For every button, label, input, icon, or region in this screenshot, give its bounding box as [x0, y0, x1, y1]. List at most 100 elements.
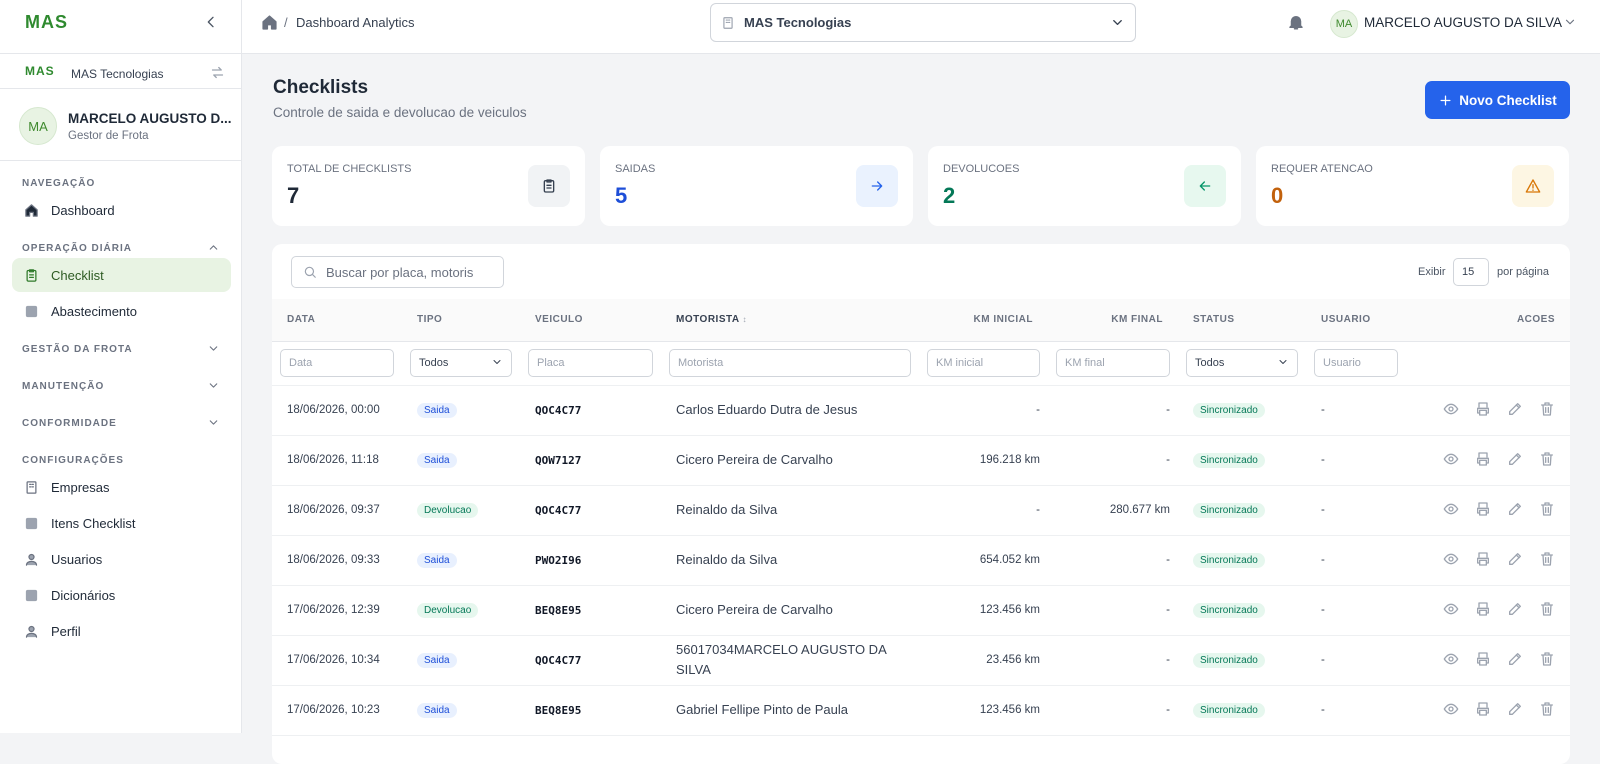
filter-input[interactable]: KM inicial [927, 349, 1040, 377]
section-title: CONFIGURAÇÕES [22, 455, 124, 466]
plate: PWO2I96 [535, 554, 581, 567]
cell: Sincronizado [1178, 385, 1306, 435]
view-button[interactable] [1443, 601, 1459, 620]
nav-item[interactable]: Dicionários [12, 578, 231, 612]
page-size-select[interactable]: 15 [1453, 258, 1489, 286]
edit-button[interactable] [1507, 451, 1523, 470]
column-header[interactable]: MOTORISTA ↕ [661, 299, 919, 341]
print-button[interactable] [1475, 401, 1491, 420]
section-toggle[interactable] [207, 416, 220, 434]
section-title[interactable]: CONFORMIDADE [22, 418, 117, 429]
print-button[interactable] [1475, 451, 1491, 470]
nav-item[interactable]: Itens Checklist [12, 506, 231, 540]
edit-button[interactable] [1507, 501, 1523, 520]
cell-text: - [1166, 604, 1170, 616]
breadcrumb: Dashboard Analytics [296, 15, 415, 30]
cell: - [919, 485, 1048, 535]
section-toggle[interactable] [207, 379, 220, 397]
view-button[interactable] [1443, 501, 1459, 520]
filter-input[interactable]: Todos [410, 349, 512, 377]
company-select-value: MAS Tecnologias [744, 15, 851, 30]
notifications[interactable] [1287, 13, 1305, 36]
edit-button[interactable] [1507, 651, 1523, 670]
cell-text: Carlos Eduardo Dutra de Jesus [676, 402, 857, 417]
delete-button[interactable] [1539, 701, 1555, 720]
actions [1406, 435, 1570, 485]
print-button[interactable] [1475, 701, 1491, 720]
print-button[interactable] [1475, 551, 1491, 570]
delete-button[interactable] [1539, 451, 1555, 470]
delete-button[interactable] [1539, 551, 1555, 570]
cell-text: 17/06/2026, 12:39 [287, 604, 380, 616]
icon [1110, 15, 1125, 30]
print-button[interactable] [1475, 601, 1491, 620]
section-title[interactable]: GESTÃO DA FROTA [22, 344, 133, 355]
cell-text: 18/06/2026, 09:33 [287, 554, 380, 566]
filter-input[interactable]: Usuario [1314, 349, 1398, 377]
company-select[interactable]: MAS Tecnologias [710, 3, 1136, 42]
print-button[interactable] [1475, 501, 1491, 520]
view-button[interactable] [1443, 401, 1459, 420]
filter-input[interactable]: Placa [528, 349, 653, 377]
collapse-button[interactable] [203, 14, 219, 35]
delete-button[interactable] [1539, 401, 1555, 420]
filter-input[interactable]: Todos [1186, 349, 1298, 377]
nav-item[interactable]: Abastecimento [12, 294, 231, 328]
divider [0, 88, 241, 89]
filter-input[interactable]: KM final [1056, 349, 1170, 377]
cell-text: 280.677 km [1110, 504, 1170, 516]
nav-item[interactable]: Empresas [12, 470, 231, 504]
section-toggle[interactable] [207, 241, 220, 259]
cell: Cicero Pereira de Carvalho [661, 435, 919, 485]
icon [24, 588, 39, 603]
view-button[interactable] [1443, 551, 1459, 570]
nav-item[interactable]: Usuarios [12, 542, 231, 576]
section-title[interactable]: OPERAÇÃO DIÁRIA [22, 243, 132, 254]
search-input[interactable]: Buscar por placa, motoris [291, 256, 504, 288]
filter-row: Data Todos Placa Motorista KM inicial KM fina… [272, 341, 1570, 385]
icon [1287, 13, 1305, 31]
filter-cell: Placa [520, 341, 661, 385]
stat-icon [528, 165, 570, 207]
icon [1443, 401, 1459, 417]
user-menu[interactable]: MARCELO AUGUSTO DA SILVA [1364, 15, 1562, 30]
status-badge: Sincronizado [1193, 503, 1265, 518]
edit-button[interactable] [1507, 551, 1523, 570]
switch-company[interactable] [210, 65, 225, 85]
view-button[interactable] [1443, 701, 1459, 720]
edit-button[interactable] [1507, 701, 1523, 720]
icon [1475, 501, 1491, 517]
home-icon[interactable] [261, 14, 278, 36]
user-menu-toggle[interactable] [1563, 15, 1577, 34]
section-title[interactable]: MANUTENÇÃO [22, 381, 104, 392]
nav-item[interactable]: Dashboard [12, 193, 231, 227]
status-badge: Sincronizado [1193, 453, 1265, 468]
new-checklist-button[interactable]: Novo Checklist [1425, 81, 1570, 119]
icon [1277, 356, 1289, 371]
print-button[interactable] [1475, 651, 1491, 670]
button-label: Novo Checklist [1459, 93, 1557, 108]
edit-button[interactable] [1507, 601, 1523, 620]
view-button[interactable] [1443, 651, 1459, 670]
delete-button[interactable] [1539, 651, 1555, 670]
nav-item[interactable]: Perfil [12, 614, 231, 648]
cell-text: - [1321, 454, 1325, 466]
delete-button[interactable] [1539, 501, 1555, 520]
sort-icon: ↕ [742, 315, 747, 324]
delete-button[interactable] [1539, 601, 1555, 620]
icon [207, 416, 220, 429]
section-toggle[interactable] [207, 342, 220, 360]
filter-cell: KM final [1048, 341, 1178, 385]
edit-button[interactable] [1507, 401, 1523, 420]
cell: Saida [402, 535, 520, 585]
view-button[interactable] [1443, 451, 1459, 470]
icon [721, 16, 735, 35]
nav-item[interactable]: Checklist [12, 258, 231, 292]
filter-input[interactable]: Data [280, 349, 394, 377]
cell: 280.677 km [1048, 485, 1178, 535]
filter-input[interactable]: Motorista [669, 349, 911, 377]
plate: BEQ8E95 [535, 704, 581, 717]
